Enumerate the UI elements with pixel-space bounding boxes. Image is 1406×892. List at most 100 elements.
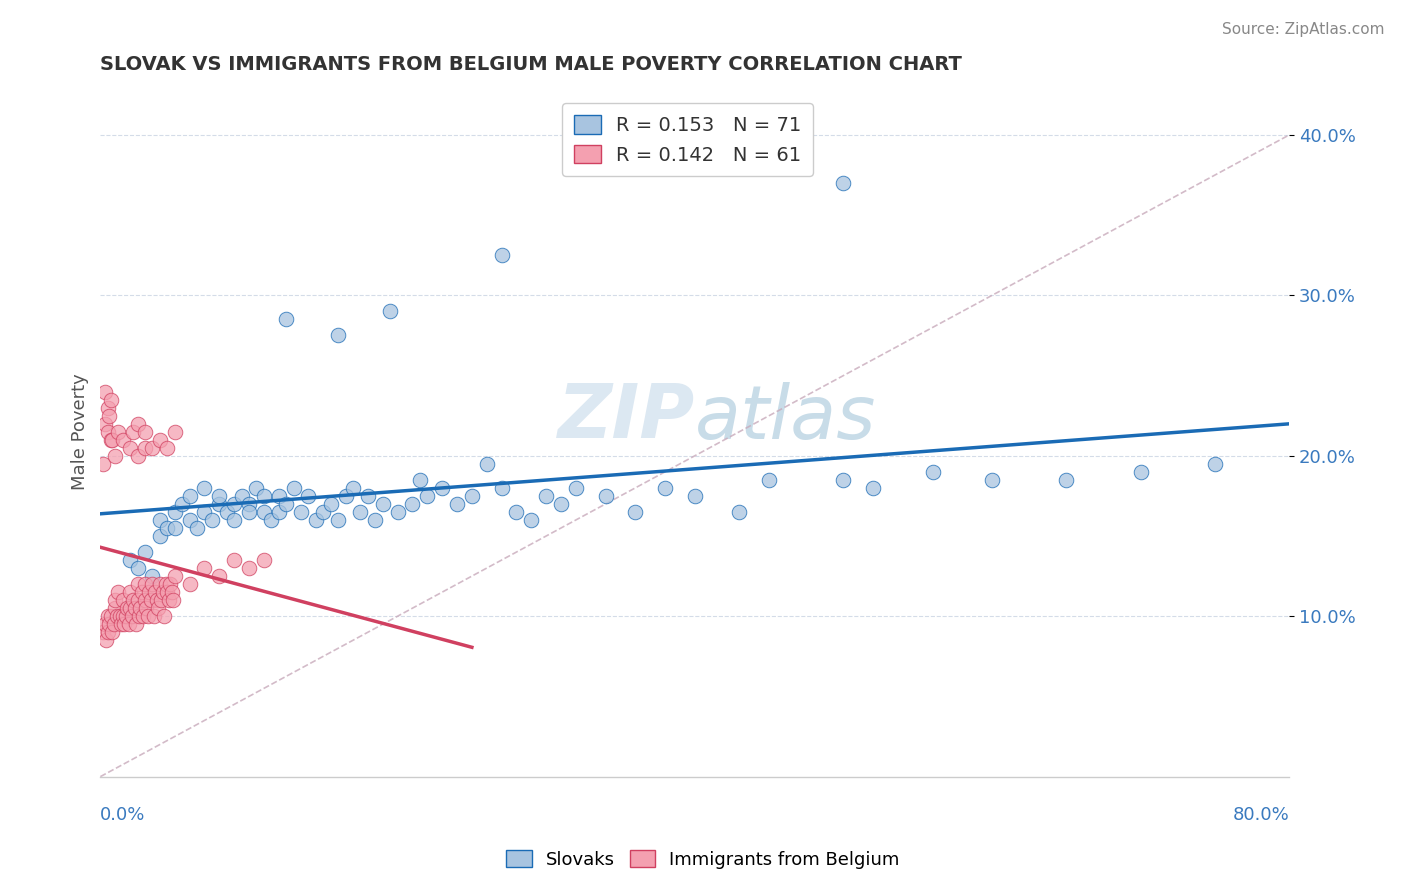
Point: [832, 473, 855, 487]
Point: [534, 489, 557, 503]
Point: [100, 392, 122, 407]
Point: [193, 505, 215, 519]
Point: [138, 585, 160, 599]
Point: [129, 601, 152, 615]
Point: [134, 545, 156, 559]
Point: [157, 593, 180, 607]
Text: Source: ZipAtlas.com: Source: ZipAtlas.com: [1222, 22, 1385, 37]
Point: [267, 505, 290, 519]
Point: [981, 473, 1004, 487]
Point: [201, 513, 224, 527]
Point: [134, 593, 156, 607]
Text: atlas: atlas: [695, 382, 876, 454]
Point: [319, 497, 342, 511]
Point: [128, 609, 150, 624]
Point: [117, 617, 139, 632]
Point: [134, 441, 156, 455]
Point: [238, 505, 260, 519]
Point: [103, 617, 125, 632]
Point: [104, 593, 127, 607]
Point: [253, 489, 276, 503]
Point: [172, 497, 194, 511]
Point: [143, 585, 166, 599]
Point: [134, 577, 156, 591]
Point: [378, 304, 401, 318]
Point: [654, 481, 676, 495]
Point: [224, 513, 246, 527]
Point: [224, 497, 246, 511]
Point: [98, 409, 121, 423]
Point: [193, 561, 215, 575]
Point: [107, 585, 129, 599]
Point: [149, 513, 172, 527]
Point: [141, 569, 163, 583]
Point: [150, 593, 173, 607]
Point: [683, 489, 706, 503]
Point: [162, 593, 184, 607]
Point: [1054, 473, 1077, 487]
Point: [127, 593, 149, 607]
Text: ZIP: ZIP: [558, 382, 695, 454]
Point: [461, 489, 484, 503]
Point: [152, 585, 174, 599]
Point: [520, 513, 543, 527]
Point: [253, 505, 276, 519]
Text: 0.0%: 0.0%: [100, 805, 146, 823]
Point: [110, 617, 132, 632]
Point: [491, 248, 513, 262]
Point: [127, 417, 149, 431]
Point: [159, 577, 181, 591]
Point: [595, 489, 617, 503]
Point: [326, 513, 349, 527]
Point: [96, 633, 118, 648]
Point: [179, 513, 201, 527]
Point: [475, 457, 498, 471]
Point: [758, 473, 780, 487]
Point: [274, 312, 297, 326]
Point: [335, 489, 357, 503]
Point: [114, 609, 136, 624]
Point: [94, 417, 117, 431]
Point: [108, 609, 131, 624]
Point: [149, 433, 172, 447]
Point: [97, 401, 120, 415]
Point: [208, 497, 231, 511]
Point: [120, 601, 142, 615]
Point: [357, 489, 380, 503]
Point: [312, 505, 335, 519]
Point: [862, 481, 884, 495]
Point: [409, 473, 432, 487]
Point: [122, 425, 145, 439]
Point: [149, 577, 172, 591]
Point: [111, 593, 134, 607]
Point: [94, 617, 117, 632]
Point: [120, 585, 142, 599]
Point: [156, 441, 179, 455]
Point: [120, 441, 142, 455]
Point: [290, 505, 312, 519]
Point: [107, 425, 129, 439]
Point: [115, 601, 138, 615]
Point: [163, 521, 186, 535]
Point: [238, 497, 260, 511]
Point: [208, 489, 231, 503]
Point: [132, 609, 155, 624]
Point: [136, 609, 159, 624]
Point: [283, 481, 305, 495]
Point: [491, 481, 513, 495]
Text: 80.0%: 80.0%: [1233, 805, 1289, 823]
Point: [94, 384, 117, 399]
Point: [231, 489, 253, 503]
Point: [163, 425, 186, 439]
Point: [141, 441, 163, 455]
Point: [416, 489, 439, 503]
Point: [111, 433, 134, 447]
Point: [342, 481, 364, 495]
Point: [100, 609, 122, 624]
Point: [112, 617, 135, 632]
Point: [224, 553, 246, 567]
Point: [1204, 457, 1226, 471]
Point: [163, 505, 186, 519]
Point: [101, 433, 124, 447]
Point: [274, 497, 297, 511]
